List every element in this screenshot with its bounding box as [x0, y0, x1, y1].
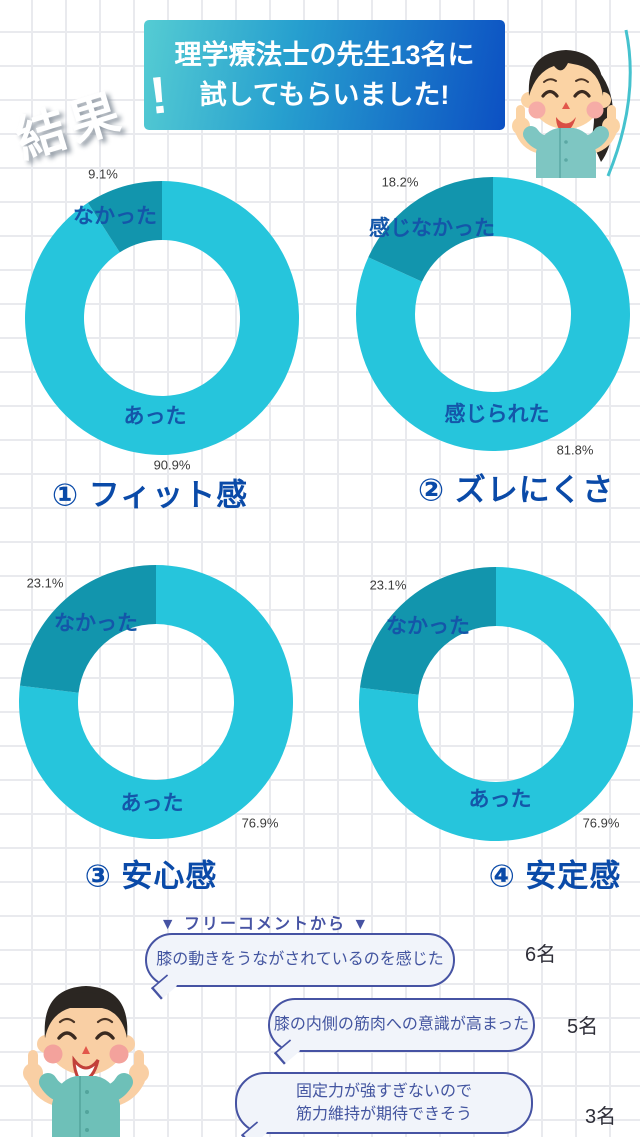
decorative-arc	[606, 29, 632, 177]
slice-percent-positive: 76.9%	[241, 815, 279, 831]
results-burst-text: 結果	[9, 82, 131, 169]
comment-bubble: 膝の動きをうながされているのを感じた	[145, 933, 455, 987]
donut-ring	[359, 567, 634, 841]
banner-line-2: 試してもらいました!	[199, 80, 450, 110]
slice-label-positive: あった	[120, 792, 184, 815]
slice-label-positive: 感じられた	[444, 403, 550, 426]
slice-percent-negative: 23.1%	[369, 577, 407, 593]
slice-label-negative: なかった	[73, 205, 157, 228]
slice-percent-positive: 90.9%	[153, 457, 191, 473]
donut-chart-fit: なかった あった 9.1% 90.9% ① フィット感	[22, 167, 302, 523]
chart-title: ① フィット感	[51, 477, 249, 513]
slice-percent-negative: 9.1%	[88, 166, 118, 182]
donut-ring	[356, 177, 631, 451]
banner-line-1: 理学療法士の先生13名に	[174, 40, 475, 70]
slice-label-positive: あった	[468, 788, 532, 811]
slice-percent-negative: 23.1%	[26, 575, 64, 591]
comment-bubble: 固定力が強すぎないので 筋力維持が期待できそう	[235, 1072, 533, 1134]
comment-bubble: 膝の内側の筋肉への意識が高まった	[268, 998, 535, 1052]
comment-text: 膝の内側の筋肉への意識が高まった	[273, 1016, 530, 1034]
comment-text: 固定力が強すぎないので 筋力維持が期待できそう	[295, 1082, 472, 1123]
comment-text: 膝の動きをうながされているのを感じた	[156, 951, 444, 969]
donut-ring	[19, 565, 294, 839]
donut-ring	[25, 181, 300, 455]
therapist-man-illustration	[23, 986, 149, 1137]
donut-chart-stability: なかった あった 23.1% 76.9% ④ 安定感	[356, 564, 636, 909]
chart-title: ④ 安定感	[488, 858, 622, 894]
comments-heading: ▼ フリーコメントから ▼	[159, 916, 371, 933]
donut-chart-slip-resistance: 感じなかった 感じられた 18.2% 81.8% ② ズレにくさ	[353, 174, 633, 519]
chart-title: ③ 安心感	[84, 858, 218, 894]
slice-percent-positive: 81.8%	[556, 442, 594, 458]
chart-title: ② ズレにくさ	[417, 472, 615, 508]
therapist-woman-illustration	[512, 50, 620, 178]
slice-label-negative: なかった	[386, 615, 470, 638]
slice-label-positive: あった	[123, 405, 187, 428]
slice-percent-negative: 18.2%	[381, 174, 419, 190]
slice-label-negative: なかった	[54, 612, 138, 635]
comment-count: 5名	[567, 1016, 599, 1038]
comment-count: 6名	[525, 944, 557, 966]
comment-count: 3名	[585, 1106, 617, 1128]
slice-percent-positive: 76.9%	[582, 815, 620, 831]
donut-chart-security: なかった あった 23.1% 76.9% ③ 安心感	[16, 562, 296, 907]
slice-label-negative: 感じなかった	[369, 217, 495, 240]
header-banner: 理学療法士の先生13名に 試してもらいました!	[144, 20, 505, 130]
